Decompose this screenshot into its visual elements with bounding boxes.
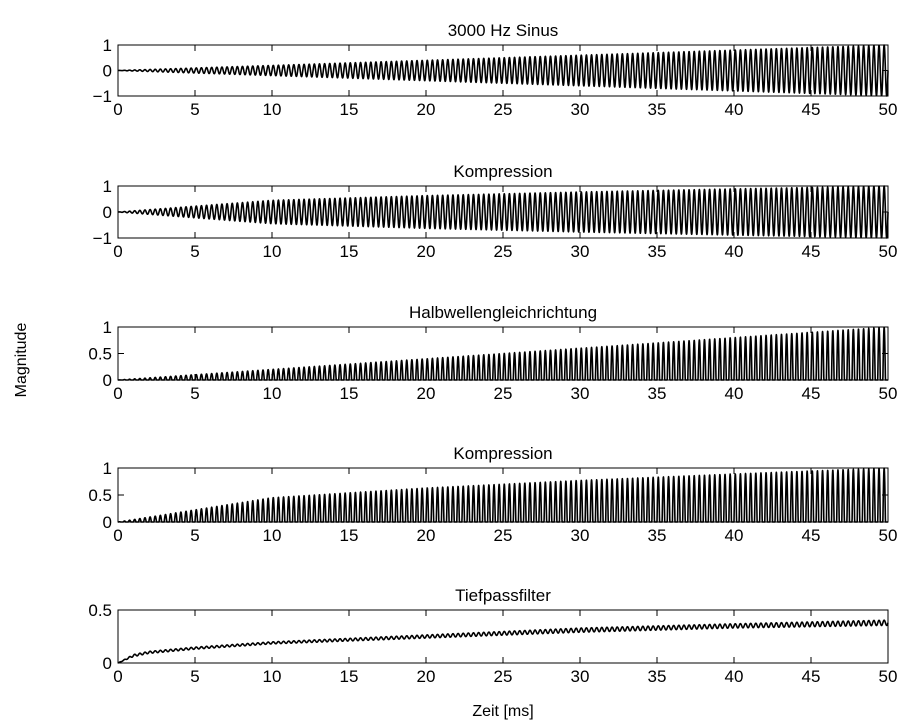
y-tick-label: 0.5: [88, 345, 112, 364]
x-tick-label: 40: [725, 667, 744, 686]
x-tick-label: 50: [879, 526, 898, 545]
figure-xlabel: Zeit [ms]: [472, 703, 533, 720]
y-tick-label: −1: [93, 87, 112, 106]
x-tick-label: 50: [879, 667, 898, 686]
signal-line: [117, 44, 889, 97]
x-tick-label: 25: [494, 526, 513, 545]
x-tick-label: 20: [417, 667, 436, 686]
x-tick-label: 5: [190, 384, 199, 403]
y-tick-label: 0: [103, 513, 112, 532]
panel-title: Tiefpassfilter: [455, 586, 551, 605]
x-tick-label: 25: [494, 242, 513, 261]
x-tick-label: 20: [417, 242, 436, 261]
y-tick-label: −1: [93, 229, 112, 248]
panel-title: Kompression: [453, 162, 552, 181]
x-tick-label: 40: [725, 100, 744, 119]
x-tick-label: 20: [417, 384, 436, 403]
y-tick-label: 1: [103, 318, 112, 337]
y-tick-label: 0: [103, 654, 112, 673]
signal-line: [117, 467, 889, 523]
x-tick-label: 45: [802, 384, 821, 403]
x-tick-label: 15: [340, 242, 359, 261]
y-tick-label: 0.5: [88, 486, 112, 505]
x-tick-label: 10: [263, 526, 282, 545]
x-tick-label: 15: [340, 667, 359, 686]
signal-line: [117, 185, 889, 239]
x-tick-label: 35: [648, 242, 667, 261]
x-tick-label: 20: [417, 526, 436, 545]
x-tick-label: 10: [263, 100, 282, 119]
figure-ylabel: Magnitude: [13, 323, 30, 398]
x-tick-label: 5: [190, 667, 199, 686]
x-tick-label: 30: [571, 242, 590, 261]
x-tick-label: 25: [494, 384, 513, 403]
x-tick-label: 25: [494, 100, 513, 119]
x-tick-label: 45: [802, 100, 821, 119]
x-tick-label: 30: [571, 384, 590, 403]
x-tick-label: 15: [340, 526, 359, 545]
x-tick-label: 35: [648, 384, 667, 403]
y-tick-label: 0: [103, 371, 112, 390]
x-tick-label: 35: [648, 526, 667, 545]
x-tick-label: 0: [113, 242, 122, 261]
x-tick-label: 25: [494, 667, 513, 686]
x-tick-label: 5: [190, 100, 199, 119]
signal-line: [117, 619, 889, 664]
y-tick-label: 0: [103, 203, 112, 222]
x-tick-label: 15: [340, 100, 359, 119]
x-tick-label: 15: [340, 384, 359, 403]
x-tick-label: 0: [113, 667, 122, 686]
x-tick-label: 0: [113, 526, 122, 545]
x-tick-label: 40: [725, 384, 744, 403]
x-tick-label: 50: [879, 100, 898, 119]
x-tick-label: 20: [417, 100, 436, 119]
y-tick-label: 0: [103, 62, 112, 81]
x-tick-label: 45: [802, 242, 821, 261]
x-tick-label: 50: [879, 242, 898, 261]
x-tick-label: 30: [571, 526, 590, 545]
y-tick-label: 1: [103, 177, 112, 196]
x-tick-label: 35: [648, 100, 667, 119]
x-tick-label: 40: [725, 526, 744, 545]
x-tick-label: 35: [648, 667, 667, 686]
x-tick-label: 30: [571, 100, 590, 119]
panel-title: 3000 Hz Sinus: [448, 21, 559, 40]
panel-title: Kompression: [453, 444, 552, 463]
x-tick-label: 0: [113, 100, 122, 119]
x-tick-label: 5: [190, 526, 199, 545]
y-tick-label: 1: [103, 36, 112, 55]
x-tick-label: 0: [113, 384, 122, 403]
x-tick-label: 30: [571, 667, 590, 686]
plot-frame: [117, 609, 889, 664]
x-tick-label: 40: [725, 242, 744, 261]
panel-5: Tiefpassfilter 0 5 10 15 20 25 30 35 40 45 50 0.5 0: [88, 586, 897, 686]
signal-line: [117, 326, 889, 381]
x-tick-label: 45: [802, 667, 821, 686]
y-tick-label: 1: [103, 459, 112, 478]
panel-4: Kompression 0 5 10 15 20 25 30 35 40 45 50 1 0.5 0: [88, 444, 897, 545]
panel-title: Halbwellengleichrichtung: [409, 303, 597, 322]
x-tick-label: 45: [802, 526, 821, 545]
x-tick-label: 10: [263, 242, 282, 261]
x-tick-label: 10: [263, 384, 282, 403]
x-tick-label: 10: [263, 667, 282, 686]
x-tick-label: 50: [879, 384, 898, 403]
x-tick-label: 5: [190, 242, 199, 261]
y-tick-label: 0.5: [88, 601, 112, 620]
